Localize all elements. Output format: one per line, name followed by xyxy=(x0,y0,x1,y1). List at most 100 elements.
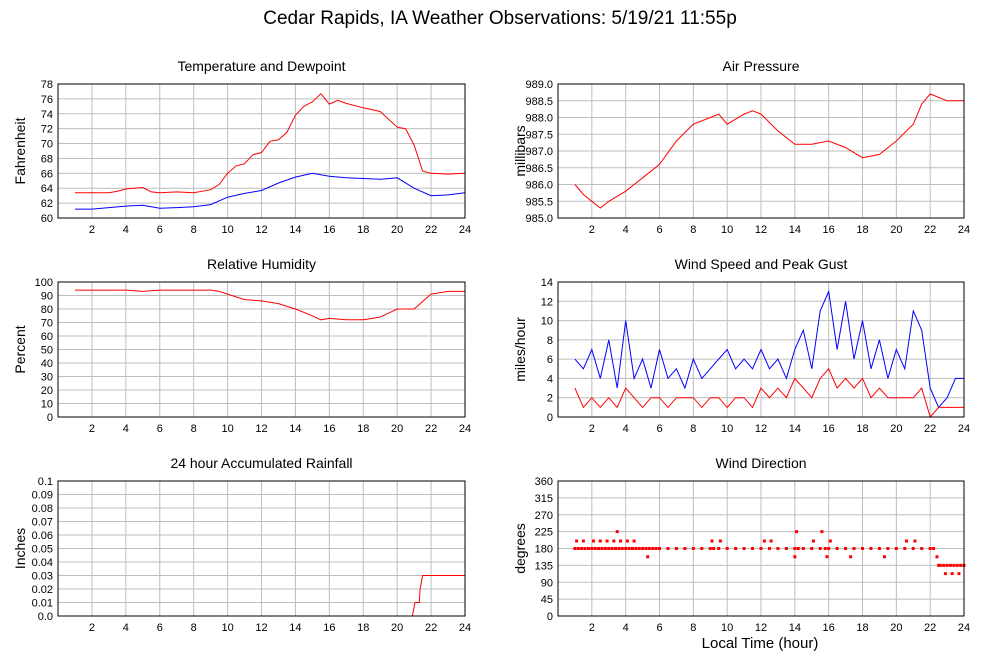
wind-ylabel: miles/hour xyxy=(512,317,528,382)
temp-ytick-label: 68 xyxy=(41,153,53,165)
wind-xtick-label: 12 xyxy=(755,423,767,435)
direction-ytick-label: 360 xyxy=(535,476,553,488)
wind-xtick-label: 4 xyxy=(623,423,629,435)
direction-point xyxy=(823,547,827,550)
humidity-ytick-label: 40 xyxy=(41,358,53,370)
direction-point xyxy=(620,547,624,550)
pressure-xtick-label: 22 xyxy=(924,224,936,236)
wind-xtick-label: 20 xyxy=(890,423,902,435)
pressure-ytick-label: 987.5 xyxy=(525,129,553,141)
temp-ytick-label: 64 xyxy=(41,183,53,195)
direction-point xyxy=(598,539,602,543)
direction-point xyxy=(586,547,590,550)
direction-ytick-label: 180 xyxy=(535,544,553,556)
wind-xtick-label: 18 xyxy=(856,423,868,435)
temp-ytick-label: 60 xyxy=(41,213,53,225)
rain-xtick-label: 8 xyxy=(191,622,197,634)
direction-point xyxy=(886,547,890,550)
temp-xtick-label: 10 xyxy=(221,224,233,236)
direction-point xyxy=(641,547,645,550)
humidity-xtick-label: 6 xyxy=(157,423,163,435)
temp-xtick-label: 14 xyxy=(289,224,301,236)
pressure-ylabel: millibars xyxy=(512,125,528,176)
wind-series-line-0 xyxy=(574,289,964,409)
rain-ylabel: Inches xyxy=(12,528,28,569)
direction-point xyxy=(637,547,641,550)
humidity-title: Relative Humidity xyxy=(207,256,316,272)
direction-point xyxy=(651,547,655,550)
temp-xtick-label: 16 xyxy=(323,224,335,236)
pressure-xtick-label: 12 xyxy=(755,224,767,236)
direction-ytick-label: 270 xyxy=(535,510,553,522)
rain-xtick-label: 24 xyxy=(459,622,471,634)
direction-point xyxy=(717,547,721,550)
direction-point xyxy=(844,547,848,550)
direction-point xyxy=(811,539,815,543)
pressure-xtick-label: 16 xyxy=(823,224,835,236)
direction-point xyxy=(718,539,722,543)
wind-ytick-label: 10 xyxy=(541,316,553,328)
direction-xtick-label: 6 xyxy=(656,622,662,634)
wind-ytick-label: 12 xyxy=(541,296,553,308)
direction-ytick-label: 90 xyxy=(541,577,553,589)
temp-xtick-label: 20 xyxy=(391,224,403,236)
humidity-ylabel: Percent xyxy=(12,325,28,373)
wind-xtick-label: 8 xyxy=(690,423,696,435)
wind-xtick-label: 16 xyxy=(823,423,835,435)
rain-xtick-label: 10 xyxy=(221,622,233,634)
pressure-frame xyxy=(557,83,965,219)
direction-point xyxy=(593,547,597,550)
direction-point xyxy=(938,563,942,567)
rain-xtick-label: 22 xyxy=(425,622,437,634)
direction-point xyxy=(945,563,949,567)
pressure-series-line-0 xyxy=(574,93,964,209)
direction-point xyxy=(942,563,946,567)
rain-xtick-label: 6 xyxy=(157,622,163,634)
wind-ytick-label: 6 xyxy=(547,354,553,366)
humidity-ytick-label: 50 xyxy=(41,345,53,357)
direction-xtick-label: 4 xyxy=(623,622,629,634)
direction-point xyxy=(835,547,839,550)
rain-xtick-label: 4 xyxy=(123,622,129,634)
direction-point xyxy=(920,547,924,550)
temp-ylabel: Fahrenheit xyxy=(12,117,28,184)
rain-ytick-label: 0.09 xyxy=(32,490,53,502)
direction-point xyxy=(828,539,832,543)
temp-xtick-label: 12 xyxy=(255,224,267,236)
direction-point xyxy=(573,547,577,550)
pressure-xtick-label: 6 xyxy=(656,224,662,236)
direction-point xyxy=(576,547,580,550)
rain-ytick-label: 0.07 xyxy=(32,517,53,529)
direction-point xyxy=(734,547,738,550)
direction-point xyxy=(904,539,908,543)
direction-xtick-label: 8 xyxy=(690,622,696,634)
direction-point xyxy=(575,539,579,543)
pressure-xtick-label: 4 xyxy=(623,224,629,236)
pressure-xtick-label: 14 xyxy=(789,224,801,236)
direction-point xyxy=(583,547,587,550)
pressure-ytick-label: 986.0 xyxy=(525,180,553,192)
direction-point xyxy=(597,547,601,550)
direction-point xyxy=(932,547,936,550)
temp-xtick-label: 24 xyxy=(459,224,471,236)
direction-point xyxy=(590,547,594,550)
rain-ytick-label: 0.0 xyxy=(38,611,53,623)
wind-xtick-label: 22 xyxy=(924,423,936,435)
pressure-xtick-label: 10 xyxy=(721,224,733,236)
direction-point xyxy=(820,530,824,534)
pressure-xtick-label: 18 xyxy=(856,224,868,236)
rain-ytick-label: 0.03 xyxy=(32,571,53,583)
wind-xtick-label: 24 xyxy=(958,423,970,435)
direction-point xyxy=(793,555,797,559)
temp-ytick-label: 66 xyxy=(41,168,53,180)
temp-xtick-label: 6 xyxy=(157,224,163,236)
wind-xtick-label: 2 xyxy=(589,423,595,435)
direction-xtick-label: 22 xyxy=(924,622,936,634)
humidity-xtick-label: 10 xyxy=(221,423,233,435)
pressure-ytick-label: 985.0 xyxy=(525,213,553,225)
direction-point xyxy=(603,547,607,550)
rain-ytick-label: 0.06 xyxy=(32,530,53,542)
rain-xtick-label: 20 xyxy=(391,622,403,634)
direction-point xyxy=(825,555,829,559)
direction-point xyxy=(691,547,695,550)
